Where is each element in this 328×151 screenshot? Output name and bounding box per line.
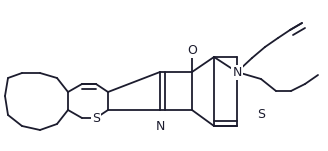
Text: N: N [232,66,242,79]
Text: N: N [155,119,165,132]
Text: S: S [257,109,265,122]
Text: O: O [187,43,197,56]
Text: S: S [92,111,100,125]
